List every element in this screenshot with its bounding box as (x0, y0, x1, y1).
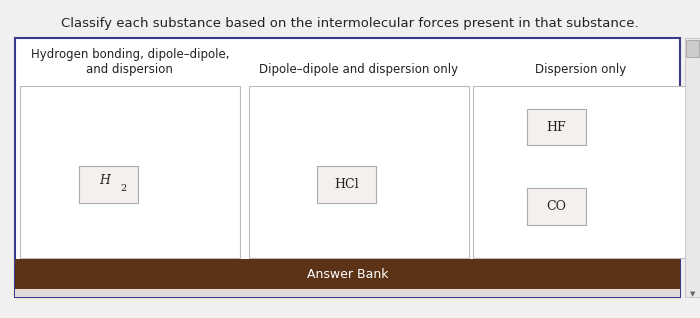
Text: CO: CO (547, 200, 566, 213)
Text: HF: HF (547, 121, 566, 134)
Bar (526, 109, 587, 146)
Bar (473, 86, 688, 258)
Bar (15, 289, 680, 297)
Text: Dispersion only: Dispersion only (535, 63, 626, 76)
Bar (526, 188, 587, 225)
Bar (15, 259, 680, 289)
Text: ▼: ▼ (690, 291, 695, 297)
Bar (316, 166, 377, 203)
Bar (685, 38, 700, 297)
Bar (248, 86, 469, 258)
Text: H: H (99, 174, 110, 187)
Bar (78, 166, 139, 203)
Bar (20, 86, 240, 258)
Text: Answer Bank: Answer Bank (307, 268, 389, 281)
Bar (686, 40, 699, 57)
Text: Hydrogen bonding, dipole–dipole,
and dispersion: Hydrogen bonding, dipole–dipole, and dis… (31, 48, 229, 76)
Text: Classify each substance based on the intermolecular forces present in that subst: Classify each substance based on the int… (61, 17, 639, 31)
Text: Dipole–dipole and dispersion only: Dipole–dipole and dispersion only (259, 63, 458, 76)
Text: HCl: HCl (334, 178, 359, 191)
Bar (15, 38, 680, 297)
Text: 2: 2 (121, 184, 127, 193)
